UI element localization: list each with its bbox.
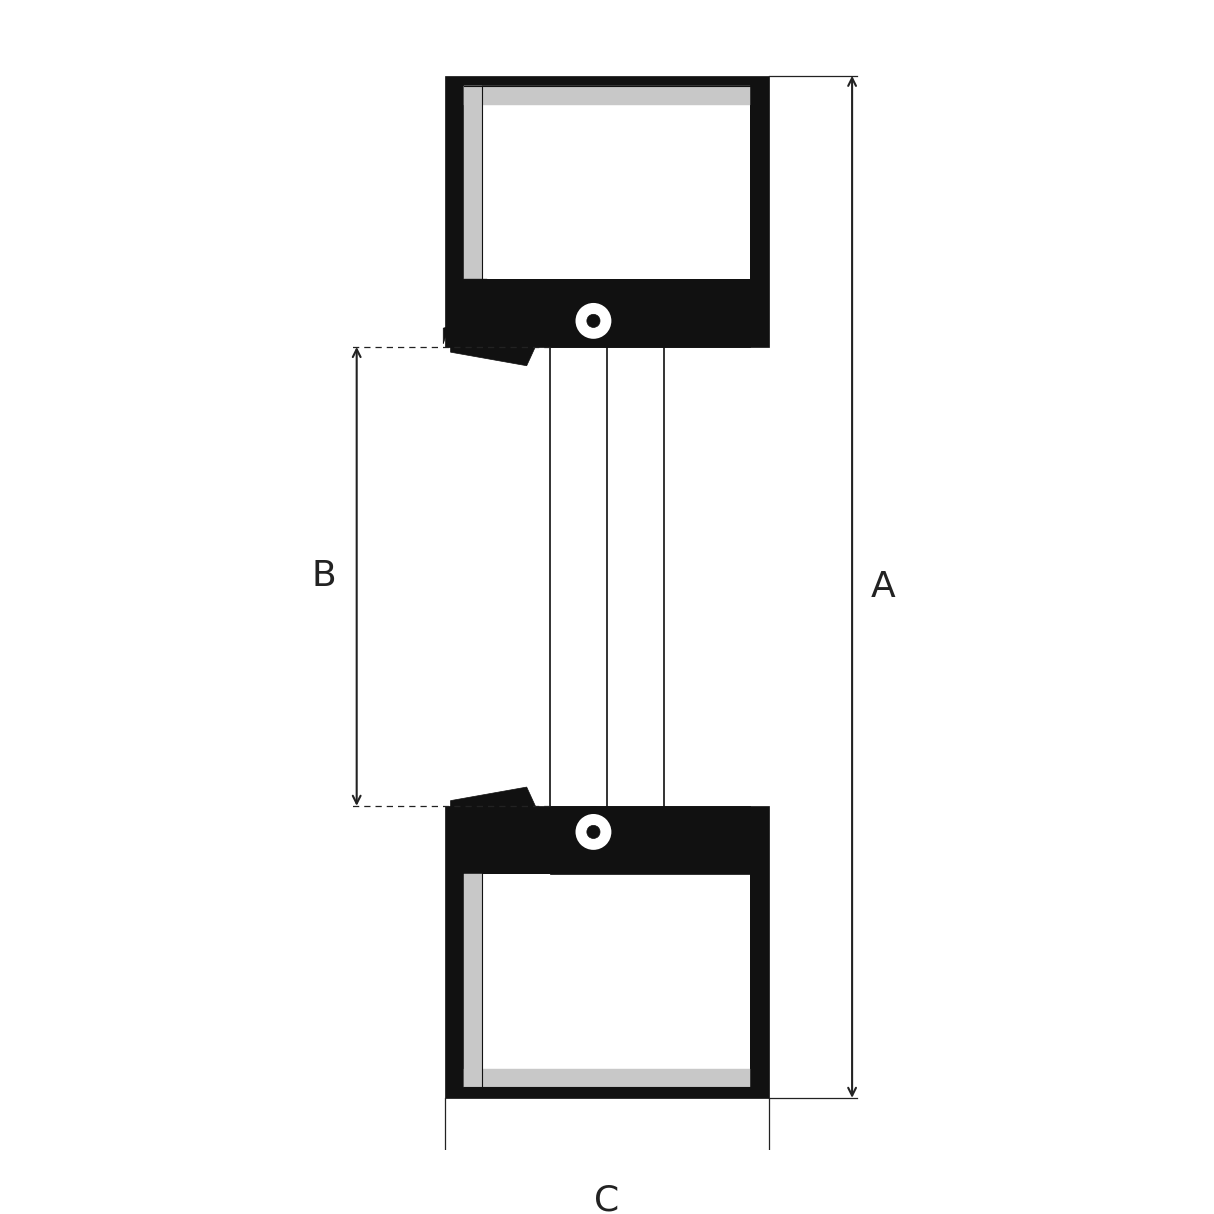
Polygon shape	[550, 806, 750, 874]
Circle shape	[574, 302, 612, 340]
Polygon shape	[450, 787, 550, 838]
Polygon shape	[464, 874, 482, 1088]
Circle shape	[586, 826, 600, 839]
Polygon shape	[464, 874, 750, 1068]
Circle shape	[574, 813, 612, 851]
Text: C: C	[595, 1184, 619, 1214]
Text: A: A	[870, 569, 896, 603]
Polygon shape	[464, 104, 750, 279]
Circle shape	[568, 296, 618, 346]
Circle shape	[586, 314, 600, 328]
Polygon shape	[550, 279, 750, 347]
Circle shape	[568, 807, 618, 857]
Polygon shape	[450, 316, 550, 365]
Polygon shape	[464, 86, 750, 104]
Polygon shape	[464, 86, 482, 279]
Polygon shape	[446, 75, 768, 347]
Polygon shape	[464, 1068, 750, 1088]
Text: B: B	[311, 560, 336, 594]
Polygon shape	[443, 279, 487, 344]
Polygon shape	[446, 806, 768, 1097]
